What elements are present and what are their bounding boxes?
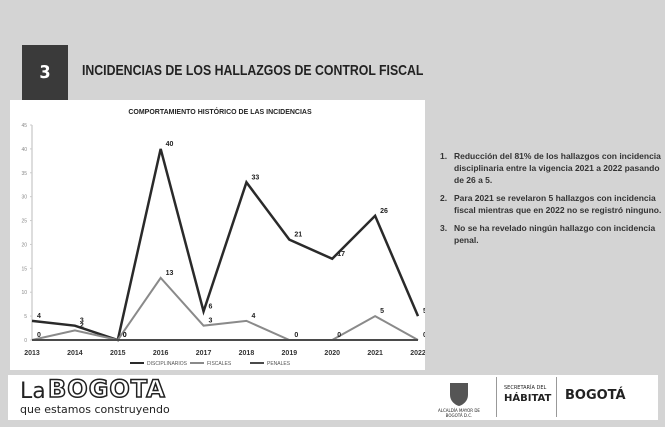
slogan: que estamos construyendo [20,403,170,416]
note: 1. Reducción del 81% de los hallazgos con… [440,150,662,186]
x-tick-label: 2016 [153,350,169,357]
divider [496,377,497,417]
section-title: INCIDENCIAS DE LOS HALLAZGOS DE CONTROL … [82,62,424,79]
y-tick-label: 45 [21,123,27,129]
data-label: 21 [294,232,302,239]
habitat: HÁBITAT [504,393,552,404]
chart-background [10,100,425,370]
data-label: 0 [423,332,425,339]
data-label: 4 [251,313,255,320]
data-label: 26 [380,208,388,215]
series-line [31,276,419,342]
city: BOGOTÁ [565,388,626,403]
chart-title: COMPORTAMIENTO HISTÓRICO DE LAS INCIDENC… [128,107,312,116]
crest-text: ALCALDÍA MAYOR DE BOGOTÁ D.C. [438,408,480,418]
x-tick-label: 2017 [196,350,212,357]
y-tick-label: 30 [21,195,27,201]
y-tick-label: 40 [21,147,27,153]
data-label: 0 [123,332,127,339]
x-tick-label: 2019 [282,350,298,357]
y-tick-label: 15 [21,266,27,272]
crest-icon [450,383,468,406]
footer: La BOGOTA que estamos construyendo ALCAL… [8,374,658,420]
data-label: 2 [80,322,84,329]
notes: 1. Reducción del 81% de los hallazgos con… [440,150,662,252]
data-label: 13 [166,270,174,277]
x-tick-label: 2013 [24,350,40,357]
note-text: No se ha revelado ningún hallazgo con in… [454,223,656,245]
data-label: 0 [294,332,298,339]
note-text: Reducción del 81% de los hallazgos con i… [454,151,661,185]
note-number: 3. [440,223,448,233]
data-label: 3 [209,318,213,325]
data-label: 0 [37,332,41,339]
data-label: 6 [209,303,213,310]
x-tick-label: 2018 [239,350,255,357]
data-label: 5 [423,308,425,315]
note: 2. Para 2021 se revelaron 5 hallazgos con… [440,192,662,216]
note-number: 2. [440,193,448,203]
data-label: 3 [80,318,84,325]
series-line [31,148,420,342]
note-number: 1. [440,151,448,161]
data-label: 33 [251,174,259,181]
data-label: 0 [337,332,341,339]
data-label: 17 [337,251,345,258]
secretaria: SECRETARÍA DEL [504,385,547,391]
x-tick-label: 2020 [324,350,340,357]
legend-label: PENALES [267,361,291,367]
chart: COMPORTAMIENTO HISTÓRICO DE LAS INCIDENC… [10,100,425,370]
x-tick-label: 2014 [67,350,83,357]
x-tick-label: 2021 [367,350,383,357]
y-tick-label: 20 [21,242,27,248]
y-tick-label: 25 [21,219,27,225]
note-text: Para 2021 se revelaron 5 hallazgos con i… [454,193,662,215]
y-tick-label: 35 [21,171,27,177]
y-tick-label: 5 [24,314,27,320]
x-tick-label: 2015 [110,350,126,357]
section-number: 3 [22,45,68,100]
divider [556,377,557,417]
x-tick-label: 2022 [410,350,425,357]
legend-label: FISCALES [207,361,232,367]
data-label: 5 [380,308,384,315]
note: 3. No se ha revelado ningún hallazgo con … [440,222,662,246]
brand: BOGOTA [47,374,166,404]
data-label: 4 [37,313,41,320]
y-tick-label: 10 [21,290,27,296]
legend-label: DISCIPLINARIOS [147,361,188,367]
brand-prefix: La [20,379,46,404]
data-label: 0 [123,332,127,339]
data-label: 40 [166,141,174,148]
y-tick-label: 0 [24,338,27,344]
